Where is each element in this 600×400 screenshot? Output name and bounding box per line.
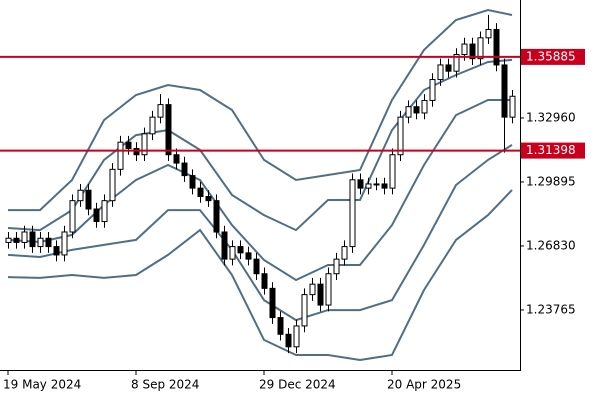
band-line <box>7 144 513 322</box>
candle-body <box>45 237 52 248</box>
level-label: 1.31398 <box>526 143 576 157</box>
candle-body <box>29 231 36 248</box>
candle-body <box>245 252 252 260</box>
candle-body <box>365 183 372 189</box>
candle-body <box>5 237 12 243</box>
band-line <box>7 99 512 282</box>
candle-body <box>165 104 172 156</box>
candle-body <box>157 104 164 118</box>
candle-body <box>485 28 492 39</box>
candle-body <box>349 179 356 248</box>
candle-body <box>285 333 292 348</box>
candle-body <box>77 189 84 202</box>
candle-body <box>197 187 204 197</box>
x-tick-label: 19 May 2024 <box>3 378 81 392</box>
candle-body <box>253 258 260 275</box>
candle-body <box>293 325 300 348</box>
candle-body <box>333 258 340 275</box>
candle-body <box>405 106 412 118</box>
candle-body <box>261 273 268 289</box>
candle-body <box>189 175 196 189</box>
candle-body <box>109 168 116 202</box>
candle-body <box>397 116 404 156</box>
candle-body <box>93 208 100 223</box>
y-tick-label: 1.32960 <box>526 110 576 124</box>
candle-body <box>37 237 44 248</box>
candle-body <box>141 133 148 156</box>
candle-body <box>341 246 348 260</box>
candle-body <box>469 43 476 60</box>
candle-body <box>205 195 212 202</box>
candle-body <box>21 231 28 243</box>
x-tick-label: 20 Apr 2025 <box>387 378 461 392</box>
level-label: 1.35885 <box>526 49 576 63</box>
level-label-bg <box>521 48 585 65</box>
candle-body <box>309 283 316 296</box>
candle-body <box>509 95 516 118</box>
candle-body <box>101 200 108 223</box>
candle-body <box>181 162 188 177</box>
y-tick-label: 1.23765 <box>526 302 576 316</box>
candle-body <box>173 154 180 164</box>
candle-body <box>149 116 156 135</box>
candle-body <box>69 200 76 233</box>
candle-body <box>269 287 276 319</box>
band-line <box>8 8 513 212</box>
candle-body <box>357 179 364 189</box>
candle-body <box>389 154 396 189</box>
candle-body <box>61 231 68 256</box>
candle-body <box>413 106 420 114</box>
candle-body <box>133 147 140 156</box>
candle-body <box>301 294 308 327</box>
candle-body <box>125 141 132 149</box>
candle-body <box>117 141 124 170</box>
candle-body <box>325 273 332 306</box>
candle-body <box>453 53 460 72</box>
candle-body <box>229 246 236 260</box>
candle-body <box>277 317 284 335</box>
candle-body <box>221 231 228 260</box>
band-line <box>7 189 513 362</box>
candle-body <box>429 79 436 101</box>
candle-body <box>445 64 452 72</box>
candle-body <box>493 28 500 66</box>
x-tick-label: 29 Dec 2024 <box>259 378 336 392</box>
candle-body <box>461 43 468 55</box>
x-tick-label: 8 Sep 2024 <box>131 378 199 392</box>
candle-body <box>381 183 388 189</box>
candle-body <box>501 64 508 118</box>
candle-body <box>317 283 324 306</box>
candle-body <box>85 189 92 210</box>
candle-body <box>213 200 220 233</box>
candle-body <box>13 237 20 243</box>
candle-body <box>237 246 244 254</box>
y-tick-label: 1.26830 <box>526 238 576 252</box>
candle-body <box>373 183 380 186</box>
candle-body <box>53 246 60 256</box>
y-tick-label: 1.29895 <box>526 174 576 188</box>
candle-body <box>421 99 428 114</box>
level-label-bg <box>521 142 585 159</box>
candle-body <box>437 64 444 81</box>
candle-body <box>477 37 484 60</box>
